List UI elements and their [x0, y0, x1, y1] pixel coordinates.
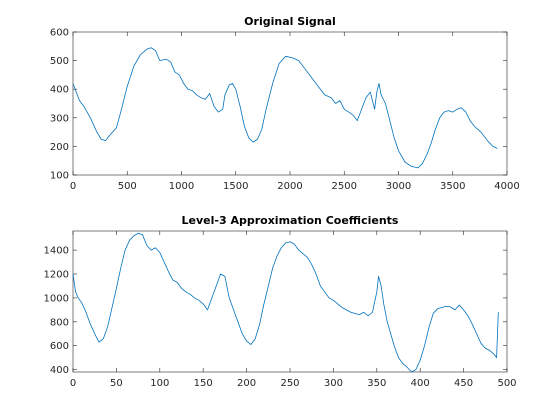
bottom-plot-area — [72, 230, 508, 373]
bottom-y-tick-label: 400 — [50, 365, 69, 376]
top-x-tick-label: 2500 — [332, 181, 357, 192]
bottom-x-ticks: 0 50 100 150 200 250 300 350 400 450 500 — [70, 231, 517, 389]
top-axes: Original Signal 0 500 1000 1500 2000 2500 3000… — [50, 15, 520, 192]
bottom-x-tick-label: 50 — [110, 378, 123, 389]
top-y-ticks: 100 200 300 400 500 600 — [50, 28, 507, 182]
bottom-y-tick-label: 800 — [50, 317, 69, 328]
bottom-x-tick-label: 450 — [454, 378, 473, 389]
top-x-tick-label: 3500 — [440, 181, 465, 192]
bottom-x-tick-label: 200 — [237, 378, 256, 389]
bottom-axes: Level-3 Approximation Coefficients 0 50 10… — [44, 214, 517, 389]
top-series-line — [72, 47, 498, 169]
top-y-tick-label: 600 — [50, 28, 69, 39]
bottom-x-tick-label: 100 — [150, 378, 169, 389]
top-y-tick-label: 300 — [50, 113, 69, 124]
top-x-tick-label: 3000 — [386, 181, 411, 192]
bottom-y-tick-label: 1400 — [44, 246, 69, 257]
top-y-tick-label: 400 — [50, 85, 69, 96]
top-x-tick-label: 1000 — [169, 181, 194, 192]
bottom-x-tick-label: 300 — [324, 378, 343, 389]
top-x-tick-label: 4000 — [494, 181, 519, 192]
top-chart-title: Original Signal — [244, 15, 336, 28]
top-y-tick-label: 500 — [50, 56, 69, 67]
bottom-chart-title: Level-3 Approximation Coefficients — [182, 214, 399, 227]
top-y-tick-label: 200 — [50, 142, 69, 153]
top-x-tick-label: 2000 — [277, 181, 302, 192]
top-x-ticks: 0 500 1000 1500 2000 2500 3000 3500 4000 — [70, 32, 520, 192]
bottom-x-tick-label: 350 — [367, 378, 386, 389]
bottom-y-ticks: 400 600 800 1000 1200 1400 — [44, 246, 507, 376]
bottom-y-tick-label: 1200 — [44, 270, 69, 281]
bottom-x-tick-label: 500 — [497, 378, 516, 389]
top-plot-area — [72, 31, 508, 176]
top-y-tick-label: 100 — [50, 171, 69, 182]
top-x-tick-label: 0 — [70, 181, 76, 192]
top-x-tick-label: 500 — [118, 181, 137, 192]
bottom-y-tick-label: 600 — [50, 341, 69, 352]
bottom-x-tick-label: 250 — [280, 378, 299, 389]
top-x-tick-label: 1500 — [223, 181, 248, 192]
bottom-x-tick-label: 400 — [411, 378, 430, 389]
bottom-series-line — [72, 232, 499, 373]
bottom-y-tick-label: 1000 — [44, 293, 69, 304]
bottom-x-tick-label: 150 — [194, 378, 213, 389]
bottom-x-tick-label: 0 — [70, 378, 76, 389]
